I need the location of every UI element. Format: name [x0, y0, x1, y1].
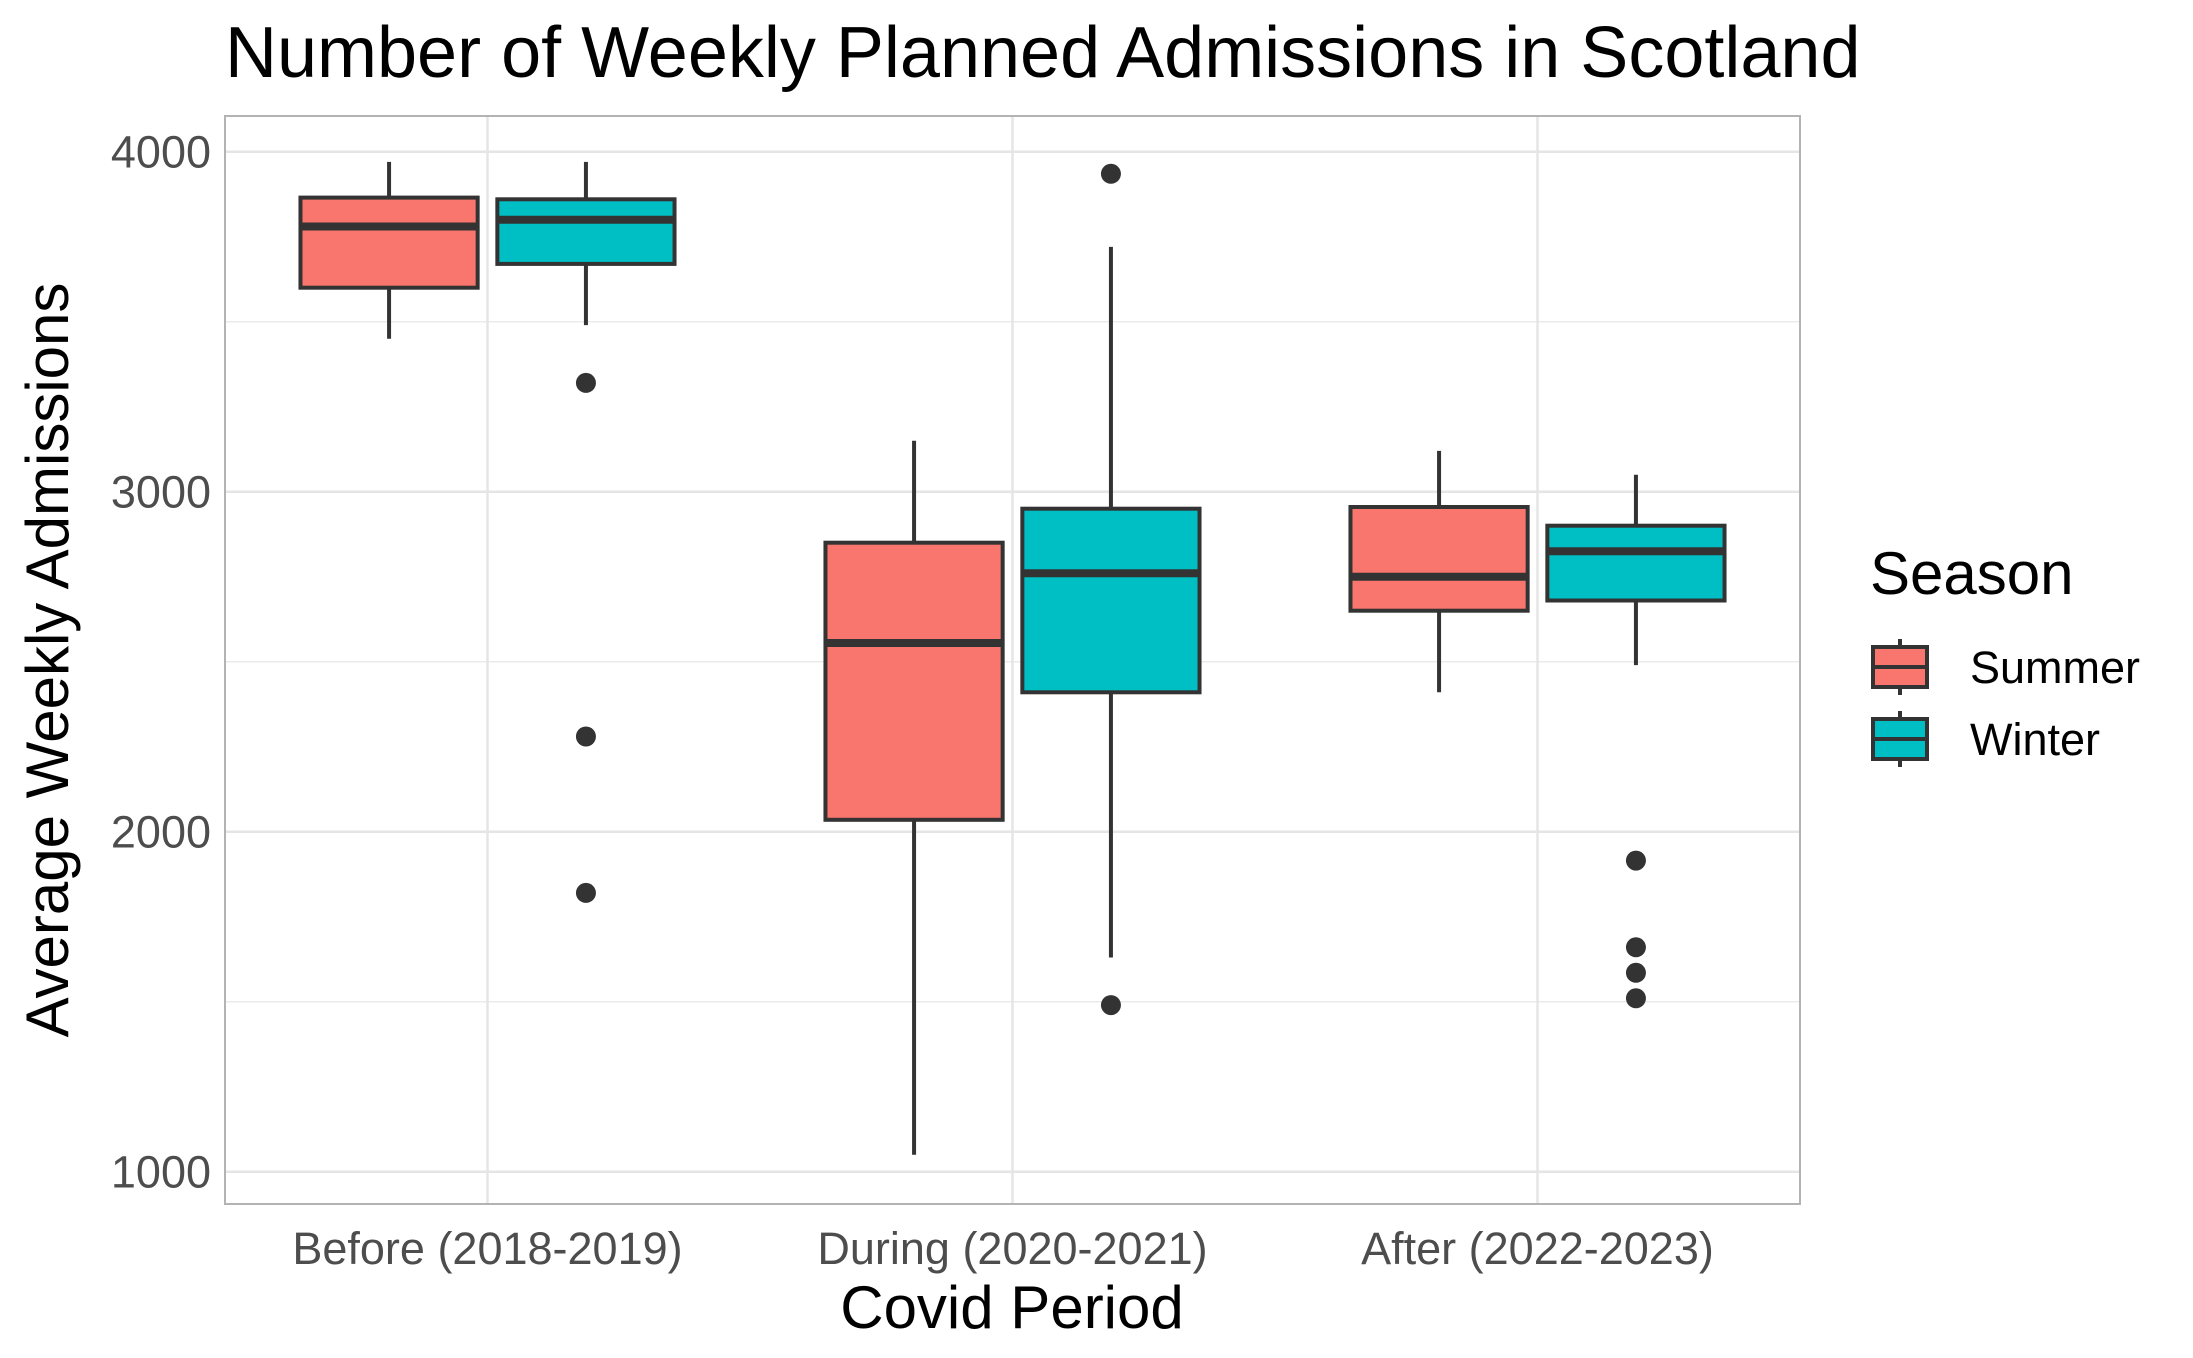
box-winter: [495, 161, 677, 903]
plot-panel-border: [224, 115, 1801, 1205]
legend-item-summer: Summer: [1871, 639, 2140, 695]
box-body: [298, 195, 480, 290]
outlier-point: [1625, 988, 1646, 1009]
legend-title: Season: [1870, 540, 2074, 607]
x-tick-label: During (2020-2021): [817, 1223, 1207, 1274]
outlier-point: [1625, 937, 1646, 958]
legend-label: Summer: [1970, 642, 2140, 693]
x-axis-title: Covid Period: [840, 1274, 1184, 1341]
box-body: [1020, 506, 1202, 695]
box-body: [495, 197, 677, 266]
outlier-point: [1100, 995, 1121, 1016]
box-body: [1348, 505, 1530, 613]
outlier-point: [575, 882, 596, 903]
box-body: [823, 540, 1005, 822]
box-summer: [823, 440, 1005, 1155]
x-tick-label: After (2022-2023): [1361, 1223, 1714, 1274]
outlier-point: [575, 726, 596, 747]
y-tick-label: 1000: [111, 1147, 211, 1198]
y-tick-label: 3000: [111, 467, 211, 518]
boxes-layer: [298, 161, 1727, 1155]
chart-title: Number of Weekly Planned Admissions in S…: [225, 13, 1861, 93]
box-summer: [1348, 450, 1530, 693]
legend-items: Summer Winter: [1871, 639, 2140, 767]
y-tick-label: 4000: [111, 127, 211, 178]
box-winter: [1545, 474, 1727, 1009]
tick-labels: 1000 2000 3000 4000 Before (2018-2019) During…: [111, 127, 1714, 1274]
outlier-point: [1625, 850, 1646, 871]
y-axis-title: Average Weekly Admissions: [14, 283, 81, 1038]
box-summer: [298, 161, 480, 339]
outlier-point: [1100, 163, 1121, 184]
box-winter: [1020, 163, 1202, 1016]
legend-label: Winter: [1970, 714, 2100, 765]
legend: Season Summer Winter: [1870, 540, 2140, 767]
grid-lines: [225, 116, 1800, 1204]
x-tick-label: Before (2018-2019): [292, 1223, 682, 1274]
outlier-point: [575, 372, 596, 393]
y-tick-label: 2000: [111, 807, 211, 858]
outlier-point: [1625, 962, 1646, 983]
legend-item-winter: Winter: [1871, 711, 2100, 767]
box-body: [1545, 523, 1727, 603]
